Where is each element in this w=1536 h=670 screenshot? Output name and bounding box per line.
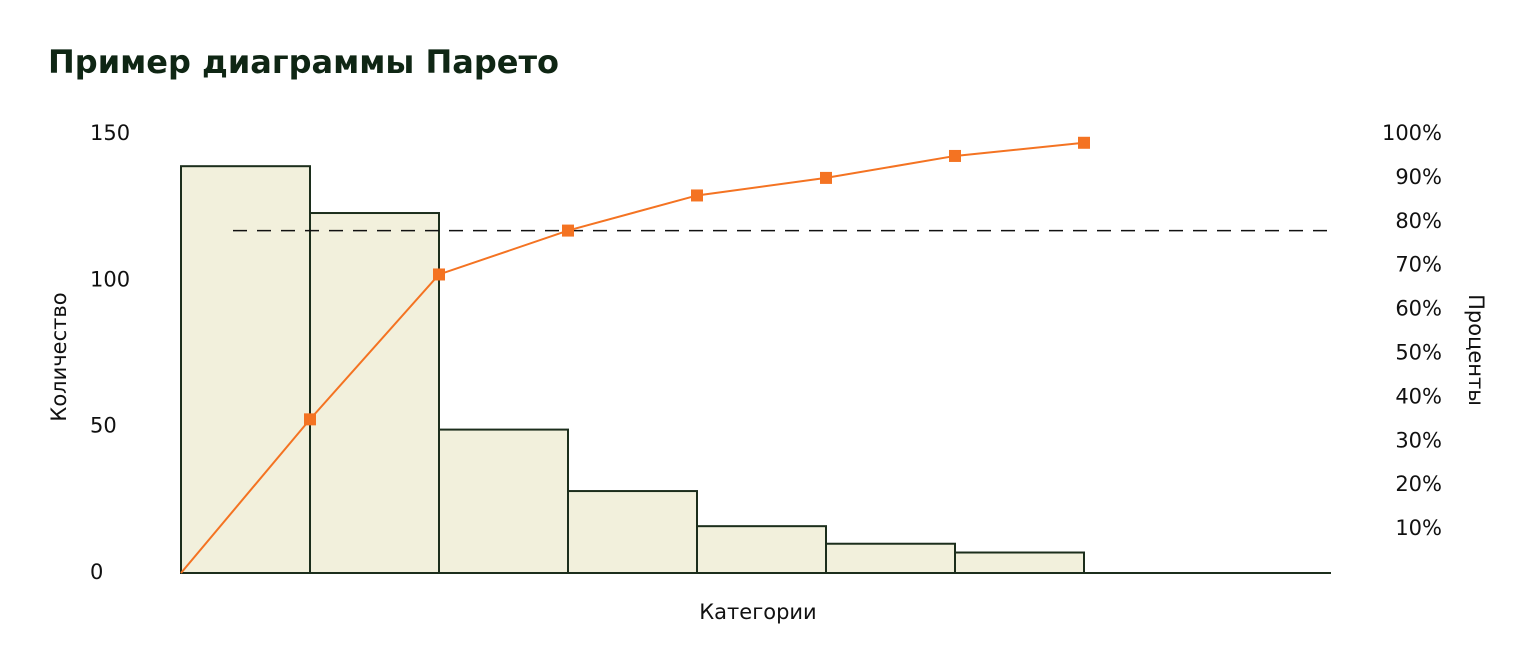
y2-tick-label: 30% (1395, 428, 1442, 452)
cumulative-marker (1078, 136, 1090, 149)
cumulative-marker (562, 224, 574, 237)
y-tick-label: 150 (90, 121, 130, 145)
bar (567, 490, 698, 575)
bar (825, 542, 956, 575)
y2-tick-label: 60% (1395, 297, 1442, 321)
y-tick-label: 0 (90, 560, 103, 584)
chart-title: Пример диаграммы Парето (48, 43, 559, 81)
y2-tick-label: 100% (1382, 121, 1442, 145)
y-tick-label: 100 (90, 267, 130, 291)
cumulative-marker (691, 189, 703, 202)
cumulative-marker (949, 149, 961, 162)
y2-tick-label: 10% (1395, 516, 1442, 540)
bar (696, 525, 827, 575)
bar (438, 428, 569, 574)
y2-tick-label: 20% (1395, 472, 1442, 496)
y2-axis-title: Проценты (1464, 294, 1488, 406)
y-tick-label: 50 (90, 414, 117, 438)
y2-tick-label: 80% (1395, 209, 1442, 233)
y2-tick-label: 90% (1395, 165, 1442, 189)
cumulative-marker (820, 171, 832, 184)
bar (180, 165, 311, 574)
y-axis-title: Количество (47, 292, 71, 421)
x-axis-title: Категории (699, 600, 816, 624)
cumulative-marker (433, 268, 445, 281)
y2-tick-label: 70% (1395, 253, 1442, 277)
cumulative-line (180, 141, 1085, 574)
y2-tick-label: 50% (1395, 341, 1442, 365)
bar (954, 551, 1085, 574)
bar (309, 212, 440, 575)
cumulative-marker (304, 413, 316, 426)
y2-tick-label: 40% (1395, 384, 1442, 408)
